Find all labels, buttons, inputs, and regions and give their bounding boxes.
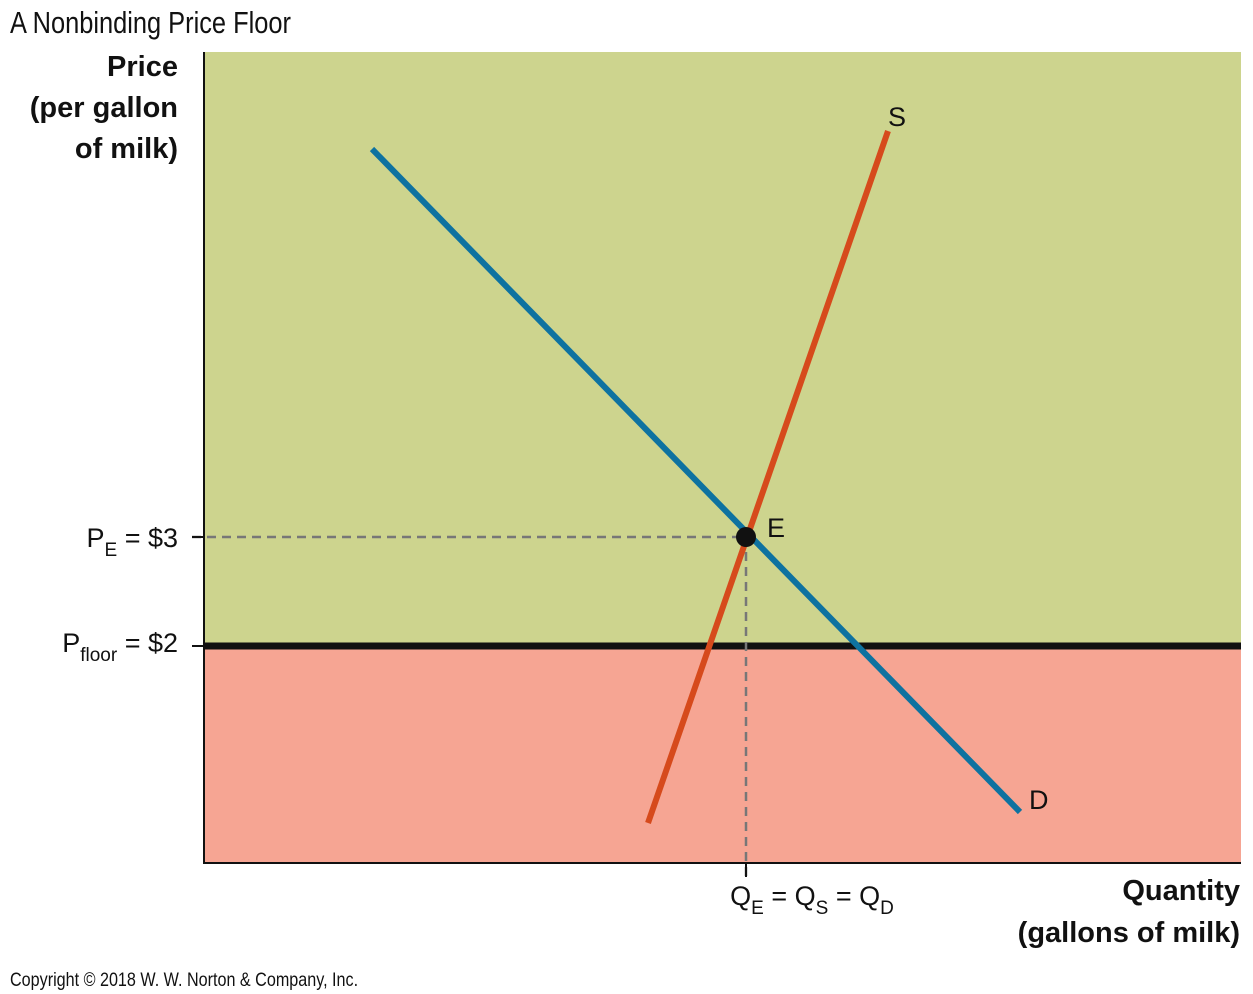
pe-price-label: PE = $3 — [86, 523, 178, 561]
y-axis-title: Price (per gallon of milk) — [30, 51, 178, 165]
region-below-floor — [205, 646, 1241, 863]
floor-price-label: Pfloor = $2 — [62, 628, 178, 666]
copyright-notice: Copyright © 2018 W. W. Norton & Company,… — [10, 969, 358, 991]
x-axis-title-line-2: (gallons of milk) — [1018, 917, 1240, 949]
equilibrium-point — [736, 527, 756, 547]
supply-label: S — [888, 102, 906, 132]
region-above-floor — [205, 52, 1241, 646]
equilibrium-label: E — [767, 513, 785, 543]
y-axis-title-line-3: of milk) — [75, 133, 178, 165]
equilibrium-quantity-label: QE = QS = QD — [730, 881, 894, 919]
x-axis-title: Quantity (gallons of milk) — [1018, 875, 1240, 949]
y-axis-title-line-2: (per gallon — [30, 92, 178, 124]
x-axis-title-line-1: Quantity — [1122, 875, 1240, 907]
diagram-title: A Nonbinding Price Floor — [10, 6, 291, 41]
supply-curve — [645, 130, 891, 824]
demand-curve — [369, 146, 1023, 815]
y-axis-title-line-1: Price — [107, 51, 178, 83]
demand-label: D — [1029, 785, 1049, 815]
